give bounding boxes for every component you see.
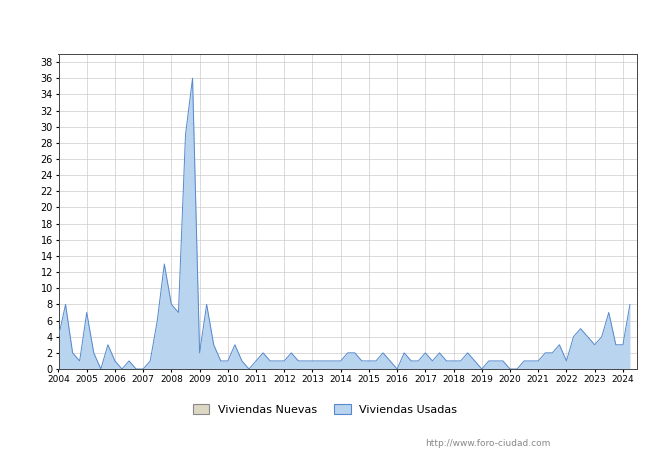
Text: http://www.foro-ciudad.com: http://www.foro-ciudad.com [425,439,550,448]
Legend: Viviendas Nuevas, Viviendas Usadas: Viviendas Nuevas, Viviendas Usadas [188,400,462,419]
Text: Fiscal - Evolucion del Nº de Transacciones Inmobiliarias: Fiscal - Evolucion del Nº de Transaccion… [108,13,542,27]
